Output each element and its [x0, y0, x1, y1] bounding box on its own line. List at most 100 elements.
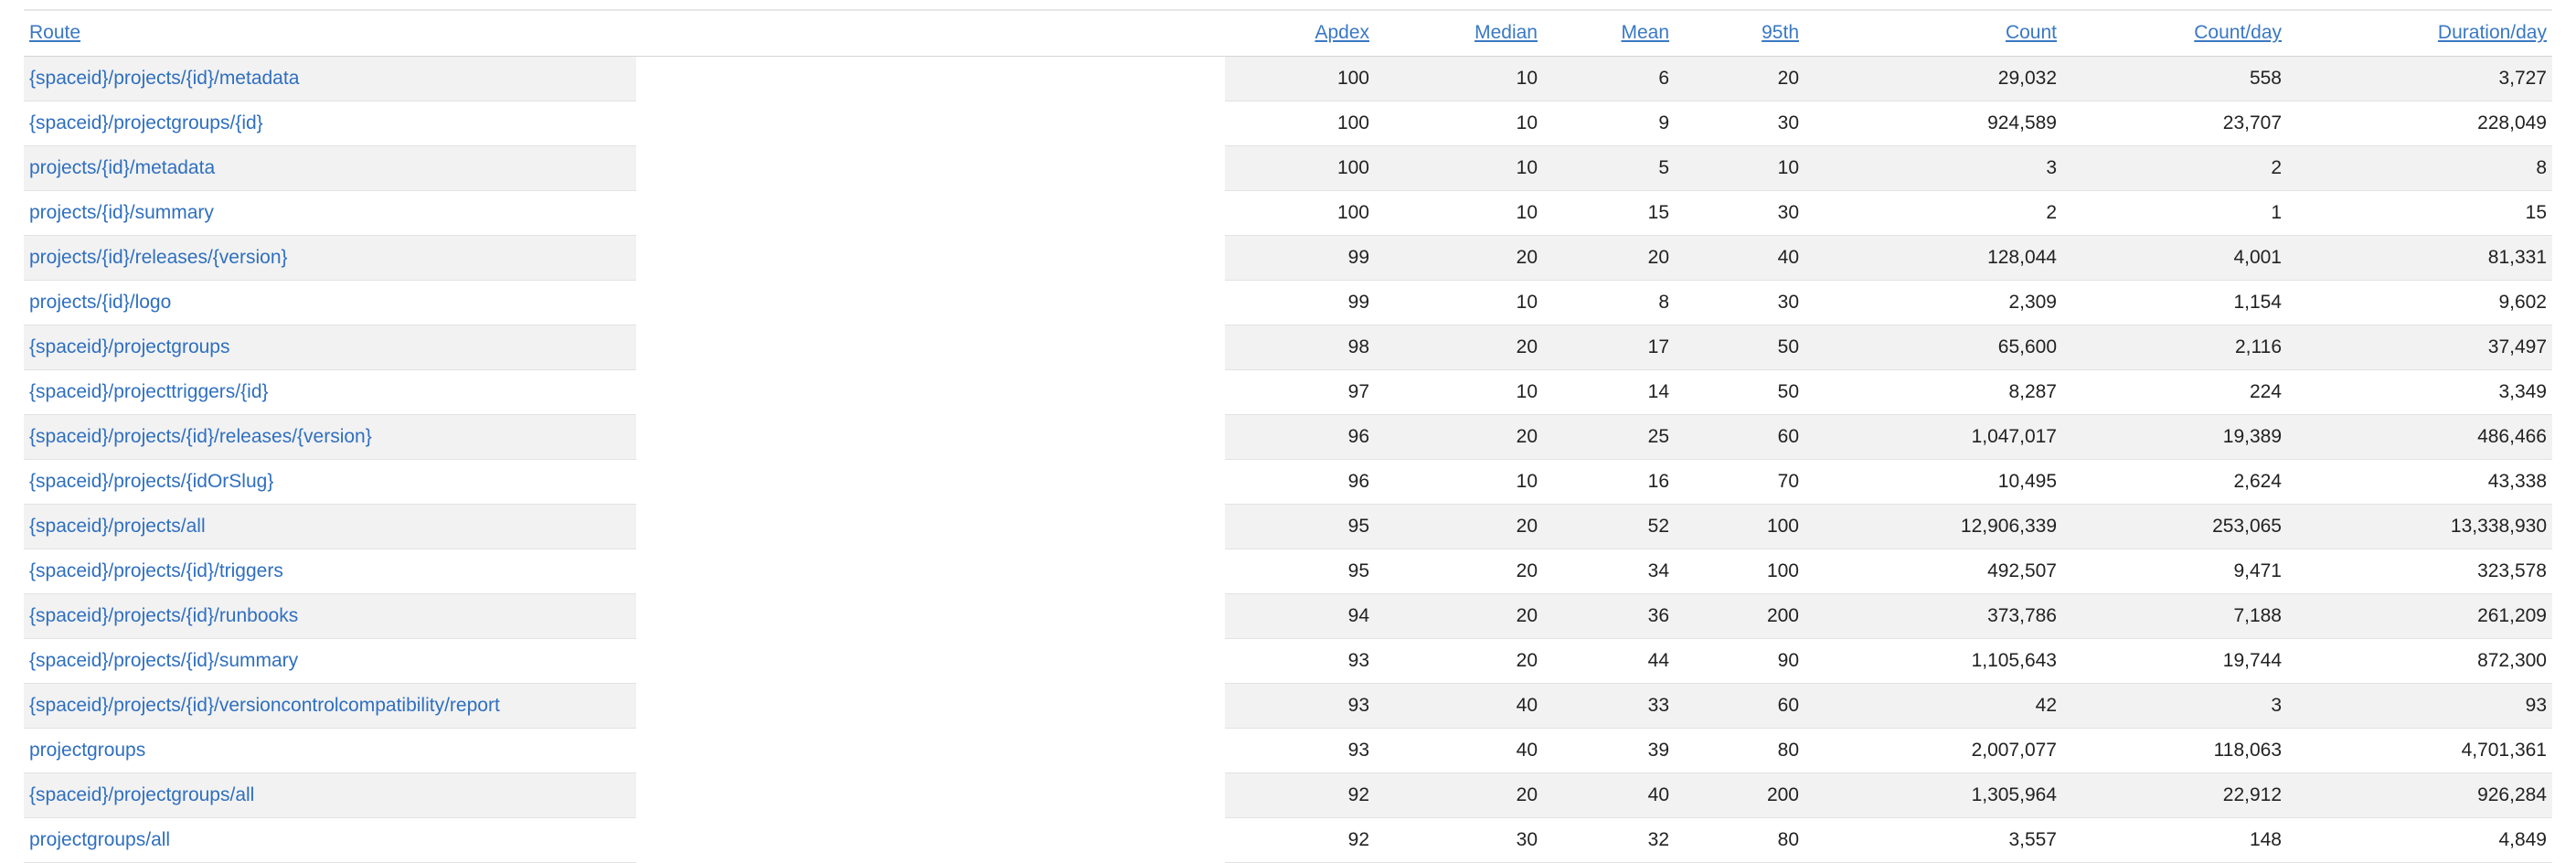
column-header-duration-per-day[interactable]: Duration/day: [2287, 10, 2552, 56]
mean-cell: 15: [1543, 190, 1675, 236]
duration-per-day-cell: 261,209: [2287, 593, 2552, 639]
column-header-median[interactable]: Median: [1375, 10, 1543, 56]
apdex-cell: 96: [1225, 414, 1375, 460]
duration-per-day-cell: 9,602: [2287, 280, 2552, 325]
duration-per-day-cell: 872,300: [2287, 638, 2552, 684]
mean-cell: 8: [1543, 280, 1675, 325]
sort-link-mean[interactable]: Mean: [1621, 22, 1669, 44]
duration-per-day-cell: 43,338: [2287, 459, 2552, 505]
mean-cell: 9: [1543, 101, 1675, 146]
table-row: {spaceid}/projects/{id}/versioncontrolco…: [24, 683, 2552, 729]
count-cell: 3: [1804, 145, 2062, 191]
column-header-mean[interactable]: Mean: [1543, 10, 1675, 56]
route-link[interactable]: projects/{id}/summary: [29, 201, 214, 223]
apdex-cell: 100: [1225, 190, 1375, 236]
table-row: projects/{id}/metadata 100 10 5 10 3 2 8: [24, 145, 2552, 191]
count-per-day-cell: 558: [2062, 56, 2287, 101]
column-header-count[interactable]: Count: [1804, 10, 2062, 56]
count-cell: 42: [1804, 683, 2062, 729]
route-link[interactable]: {spaceid}/projecttriggers/{id}: [29, 380, 269, 402]
table-row: {spaceid}/projecttriggers/{id} 97 10 14 …: [24, 369, 2552, 415]
count-per-day-cell: 148: [2062, 817, 2287, 863]
table-row: {spaceid}/projects/{id}/triggers 95 20 3…: [24, 549, 2552, 594]
count-cell: 29,032: [1804, 56, 2062, 101]
table-row: {spaceid}/projects/{id}/runbooks 94 20 3…: [24, 593, 2552, 639]
sort-link-route[interactable]: Route: [29, 22, 81, 44]
row-spacer: [636, 683, 1225, 728]
mean-cell: 39: [1543, 728, 1675, 773]
route-link[interactable]: {spaceid}/projects/{id}/releases/{versio…: [29, 425, 372, 447]
route-cell: {spaceid}/projects/all: [24, 504, 636, 549]
row-spacer: [636, 369, 1225, 414]
row-spacer: [636, 101, 1225, 145]
p95-cell: 50: [1675, 325, 1804, 370]
duration-per-day-cell: 93: [2287, 683, 2552, 729]
route-link[interactable]: {spaceid}/projects/all: [29, 515, 206, 537]
route-link[interactable]: projects/{id}/metadata: [29, 156, 216, 178]
route-link[interactable]: projectgroups/all: [29, 828, 171, 850]
mean-cell: 34: [1543, 549, 1675, 594]
median-cell: 20: [1375, 772, 1543, 818]
duration-per-day-cell: 8: [2287, 145, 2552, 191]
count-per-day-cell: 19,744: [2062, 638, 2287, 684]
p95-cell: 30: [1675, 190, 1804, 236]
sort-link-duration-per-day[interactable]: Duration/day: [2437, 22, 2547, 44]
p95-cell: 60: [1675, 414, 1804, 460]
route-link[interactable]: projects/{id}/releases/{version}: [29, 246, 288, 268]
apdex-cell: 98: [1225, 325, 1375, 370]
table-row: {spaceid}/projects/{id}/metadata 100 10 …: [24, 56, 2552, 101]
route-link[interactable]: {spaceid}/projectgroups/{id}: [29, 112, 263, 133]
count-per-day-cell: 4,001: [2062, 235, 2287, 281]
mean-cell: 14: [1543, 369, 1675, 415]
route-link[interactable]: {spaceid}/projects/{id}/runbooks: [29, 604, 299, 626]
route-link[interactable]: {spaceid}/projects/{id}/versioncontrolco…: [29, 694, 500, 716]
count-cell: 2,309: [1804, 280, 2062, 325]
duration-per-day-cell: 3,349: [2287, 369, 2552, 415]
apdex-cell: 99: [1225, 280, 1375, 325]
apdex-cell: 92: [1225, 817, 1375, 863]
route-link[interactable]: {spaceid}/projectgroups/all: [29, 783, 255, 805]
table-row: {spaceid}/projectgroups 98 20 17 50 65,6…: [24, 325, 2552, 370]
count-per-day-cell: 22,912: [2062, 772, 2287, 818]
route-link[interactable]: {spaceid}/projects/{id}/summary: [29, 649, 299, 671]
sort-link-apdex[interactable]: Apdex: [1315, 22, 1369, 44]
route-link[interactable]: {spaceid}/projects/{idOrSlug}: [29, 470, 274, 492]
table-row: {spaceid}/projects/{id}/releases/{versio…: [24, 414, 2552, 460]
apdex-cell: 95: [1225, 504, 1375, 549]
route-link[interactable]: {spaceid}/projectgroups: [29, 336, 230, 357]
row-spacer: [636, 593, 1225, 638]
p95-cell: 200: [1675, 772, 1804, 818]
header-spacer: [636, 10, 1225, 56]
sort-link-median[interactable]: Median: [1474, 22, 1538, 44]
apdex-cell: 100: [1225, 56, 1375, 101]
median-cell: 20: [1375, 235, 1543, 281]
p95-cell: 40: [1675, 235, 1804, 281]
route-link[interactable]: {spaceid}/projects/{id}/metadata: [29, 67, 300, 89]
column-header-95th[interactable]: 95th: [1675, 10, 1804, 56]
count-per-day-cell: 118,063: [2062, 728, 2287, 773]
apdex-cell: 92: [1225, 772, 1375, 818]
median-cell: 20: [1375, 325, 1543, 370]
column-header-apdex[interactable]: Apdex: [1225, 10, 1375, 56]
column-header-count-per-day[interactable]: Count/day: [2062, 10, 2287, 56]
sort-link-count-per-day[interactable]: Count/day: [2194, 22, 2282, 44]
route-link[interactable]: {spaceid}/projects/{id}/triggers: [29, 559, 283, 581]
count-per-day-cell: 9,471: [2062, 549, 2287, 594]
sort-link-95th[interactable]: 95th: [1762, 22, 1799, 44]
p95-cell: 50: [1675, 369, 1804, 415]
p95-cell: 80: [1675, 728, 1804, 773]
table-row: {spaceid}/projectgroups/{id} 100 10 9 30…: [24, 101, 2552, 146]
count-per-day-cell: 3: [2062, 683, 2287, 729]
route-cell: projectgroups/all: [24, 817, 636, 863]
mean-cell: 6: [1543, 56, 1675, 101]
route-cell: {spaceid}/projectgroups/{id}: [24, 101, 636, 146]
row-spacer: [636, 145, 1225, 190]
mean-cell: 17: [1543, 325, 1675, 370]
row-spacer: [636, 504, 1225, 549]
count-per-day-cell: 224: [2062, 369, 2287, 415]
sort-link-count[interactable]: Count: [2005, 22, 2057, 44]
p95-cell: 70: [1675, 459, 1804, 505]
column-header-route[interactable]: Route: [24, 10, 636, 56]
route-link[interactable]: projects/{id}/logo: [29, 291, 172, 313]
route-link[interactable]: projectgroups: [29, 739, 146, 761]
